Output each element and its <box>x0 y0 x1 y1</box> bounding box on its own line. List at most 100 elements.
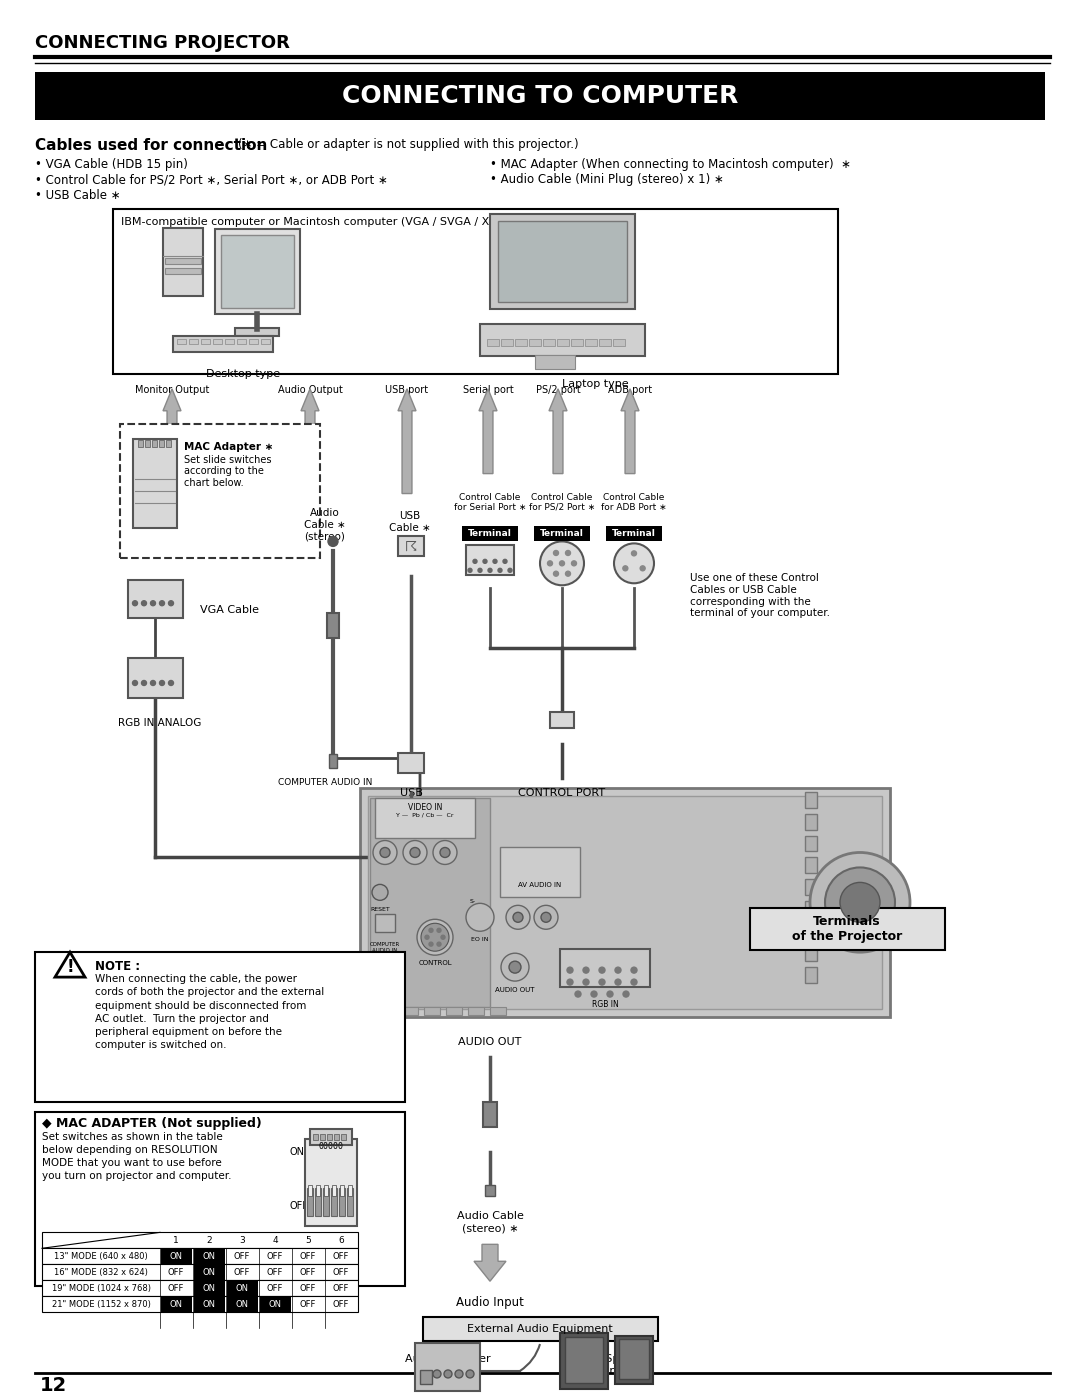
Text: 16" MODE (832 x 624): 16" MODE (832 x 624) <box>54 1267 148 1277</box>
Bar <box>42 1232 357 1249</box>
Bar <box>339 1189 345 1217</box>
Bar <box>329 754 337 768</box>
Circle shape <box>440 848 450 858</box>
Circle shape <box>631 979 637 985</box>
Text: RESET: RESET <box>370 907 390 912</box>
Bar <box>320 1133 325 1140</box>
Text: OFF: OFF <box>291 1201 309 1211</box>
Bar <box>332 1185 336 1196</box>
Bar <box>490 214 635 309</box>
Circle shape <box>554 571 558 576</box>
Circle shape <box>509 961 521 974</box>
Text: VIDEO IN: VIDEO IN <box>408 803 442 812</box>
Polygon shape <box>399 388 416 493</box>
Text: OFF: OFF <box>300 1252 316 1261</box>
Bar <box>501 339 513 346</box>
Text: CONNECTING PROJECTOR: CONNECTING PROJECTOR <box>35 34 289 52</box>
Bar <box>177 339 186 344</box>
Text: MAC Adapter ∗: MAC Adapter ∗ <box>184 441 273 451</box>
Text: ON: ON <box>235 1299 248 1309</box>
Circle shape <box>615 543 654 584</box>
Bar <box>465 545 514 576</box>
Text: NOTE :: NOTE : <box>95 960 140 974</box>
Text: CONTROL: CONTROL <box>418 960 451 967</box>
Circle shape <box>599 979 605 985</box>
Bar <box>161 1296 192 1312</box>
Bar <box>194 1296 225 1312</box>
Bar <box>585 339 597 346</box>
Circle shape <box>615 967 621 974</box>
Text: !: ! <box>66 958 73 977</box>
Bar <box>316 1185 320 1196</box>
Bar <box>152 440 157 447</box>
Circle shape <box>465 1370 474 1377</box>
Bar <box>619 1340 649 1379</box>
Text: Y —  Pb / Cb —  Cr: Y — Pb / Cb — Cr <box>396 813 454 817</box>
Bar <box>515 339 527 346</box>
Bar <box>498 221 627 302</box>
Circle shape <box>168 680 174 686</box>
Bar <box>399 753 424 773</box>
Bar <box>42 1280 357 1296</box>
Circle shape <box>150 601 156 606</box>
Bar <box>173 337 273 352</box>
Text: 6: 6 <box>338 1236 343 1245</box>
Circle shape <box>150 680 156 686</box>
Text: USB port: USB port <box>386 384 429 395</box>
Text: Audio Output: Audio Output <box>278 384 342 395</box>
Circle shape <box>417 919 453 956</box>
Text: Audio Input: Audio Input <box>456 1296 524 1309</box>
Bar <box>415 1343 480 1391</box>
Polygon shape <box>621 388 639 474</box>
Text: ON: ON <box>203 1299 216 1309</box>
Circle shape <box>455 1370 463 1377</box>
Text: USB
Cable ∗: USB Cable ∗ <box>389 511 431 534</box>
Bar <box>805 813 816 830</box>
Circle shape <box>507 905 530 929</box>
Bar <box>750 908 945 950</box>
Text: Monitor Output: Monitor Output <box>135 384 210 395</box>
Text: OFF: OFF <box>167 1267 185 1277</box>
Circle shape <box>566 571 570 576</box>
Text: • MAC Adapter (When connecting to Macintosh computer)  ∗: • MAC Adapter (When connecting to Macint… <box>490 158 851 170</box>
Bar <box>307 1189 313 1217</box>
Text: ON: ON <box>203 1252 216 1261</box>
Circle shape <box>421 923 449 951</box>
Circle shape <box>492 559 497 563</box>
Bar <box>327 1133 332 1140</box>
Text: ON: ON <box>203 1267 216 1277</box>
Text: CONNECTING TO COMPUTER: CONNECTING TO COMPUTER <box>341 84 739 108</box>
Bar <box>340 1185 345 1196</box>
Circle shape <box>623 566 627 571</box>
Circle shape <box>433 841 457 865</box>
Bar <box>235 328 279 337</box>
Circle shape <box>426 935 429 939</box>
Bar <box>375 914 395 932</box>
Text: CONTROL PORT: CONTROL PORT <box>518 788 606 798</box>
Polygon shape <box>474 1245 507 1281</box>
Bar <box>561 949 650 988</box>
Polygon shape <box>549 388 567 474</box>
Bar <box>189 339 198 344</box>
Text: 2: 2 <box>206 1236 212 1245</box>
Text: Audio Cable
(stereo) ∗: Audio Cable (stereo) ∗ <box>457 1211 524 1234</box>
Text: • Control Cable for PS/2 Port ∗, Serial Port ∗, or ADB Port ∗: • Control Cable for PS/2 Port ∗, Serial … <box>35 173 388 186</box>
Text: OFF: OFF <box>333 1299 349 1309</box>
Circle shape <box>441 935 445 939</box>
Circle shape <box>133 680 137 686</box>
Text: 5: 5 <box>306 1236 311 1245</box>
Bar <box>565 1337 603 1383</box>
Bar <box>194 1264 225 1280</box>
Text: 3: 3 <box>239 1236 245 1245</box>
Bar <box>613 339 625 346</box>
Bar <box>315 1189 321 1217</box>
Bar <box>221 235 294 309</box>
Circle shape <box>575 990 581 997</box>
Circle shape <box>168 601 174 606</box>
Text: OFF: OFF <box>167 1284 185 1292</box>
Text: • Audio Cable (Mini Plug (stereo) x 1) ∗: • Audio Cable (Mini Plug (stereo) x 1) ∗ <box>490 173 724 186</box>
Bar <box>500 848 580 897</box>
Bar <box>330 1189 337 1217</box>
Text: RGB IN: RGB IN <box>592 1000 619 1009</box>
Text: External Audio Equipment: External Audio Equipment <box>468 1324 612 1334</box>
